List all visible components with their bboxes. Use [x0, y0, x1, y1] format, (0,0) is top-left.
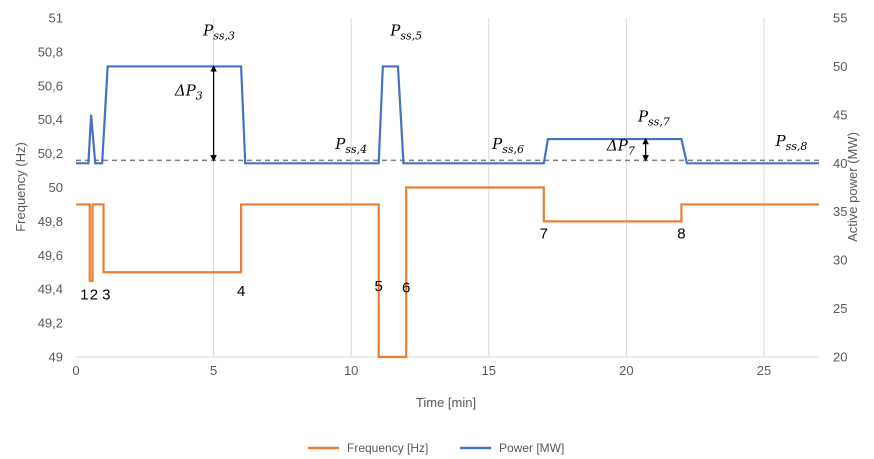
left-tick-label: 50,4 — [38, 112, 63, 127]
legend-frequency-label: Frequency [Hz] — [347, 441, 428, 455]
steady-state-label-ss-3: Pss,3 — [202, 21, 235, 42]
event-marker-2: 2 — [90, 286, 98, 303]
event-marker-1: 1 — [80, 286, 88, 303]
left-axis-ticks: 49 49,2 49,4 49,6 49,8 50 50,2 50,4 50,6 50,8 51 — [38, 11, 63, 365]
right-tick-label: 55 — [833, 11, 847, 26]
delta-label-7: ΔP7 — [606, 137, 635, 158]
x-tick-label: 15 — [482, 363, 496, 378]
right-tick-label: 20 — [833, 350, 847, 365]
legend: Frequency [Hz] Power [MW] — [308, 441, 564, 455]
right-tick-label: 35 — [833, 204, 847, 219]
event-marker-6: 6 — [402, 280, 410, 297]
event-marker-8: 8 — [677, 225, 685, 242]
power-series-line — [76, 65, 819, 165]
event-marker-4: 4 — [237, 283, 245, 300]
legend-power-label: Power [MW] — [499, 441, 564, 455]
right-tick-label: 25 — [833, 301, 847, 316]
left-tick-label: 50,2 — [38, 146, 63, 161]
left-tick-label: 49,8 — [38, 214, 63, 229]
left-tick-label: 50,8 — [38, 44, 63, 59]
x-axis-title: Time [min] — [416, 395, 476, 410]
left-tick-label: 51 — [49, 11, 63, 26]
left-axis-title: Frequency (Hz) — [13, 142, 28, 232]
event-marker-3: 3 — [102, 286, 110, 303]
series-layer — [76, 65, 819, 359]
event-marker-7: 7 — [540, 225, 548, 242]
x-tick-label: 5 — [210, 363, 217, 378]
steady-state-label-ss-7: Pss,7 — [637, 108, 670, 129]
right-tick-label: 40 — [833, 156, 847, 171]
left-tick-label: 49,2 — [38, 316, 63, 331]
annotations-layer: 1 2 3 4 5 6 7 8 Pss,3 Pss,4 Pss,5 Pss,6 Pss,7 Pss,8 ΔP… — [80, 21, 807, 303]
right-axis-title: Active power (MW) — [845, 132, 860, 242]
x-axis-ticks: 0 5 10 15 20 25 — [72, 363, 771, 378]
delta-label-3: ΔP3 — [174, 81, 203, 102]
left-tick-label: 49,4 — [38, 282, 63, 297]
steady-state-label-ss-6: Pss,6 — [491, 135, 524, 156]
event-marker-5: 5 — [375, 278, 383, 295]
x-tick-label: 25 — [757, 363, 771, 378]
frequency-series-line — [76, 186, 819, 359]
steady-state-label-ss-4: Pss,4 — [334, 135, 367, 156]
right-axis-ticks: 20 25 30 35 40 45 50 55 — [833, 11, 847, 365]
steady-state-label-ss-8: Pss,8 — [775, 132, 808, 153]
x-tick-label: 20 — [619, 363, 633, 378]
right-tick-label: 30 — [833, 253, 847, 268]
x-tick-label: 10 — [344, 363, 358, 378]
left-tick-label: 49 — [49, 350, 63, 365]
left-tick-label: 49,6 — [38, 248, 63, 263]
x-tick-label: 0 — [72, 363, 79, 378]
steady-state-label-ss-5: Pss,5 — [389, 21, 422, 42]
left-tick-label: 50,6 — [38, 78, 63, 93]
right-tick-label: 50 — [833, 59, 847, 74]
right-tick-label: 45 — [833, 107, 847, 122]
left-tick-label: 50 — [49, 180, 63, 195]
